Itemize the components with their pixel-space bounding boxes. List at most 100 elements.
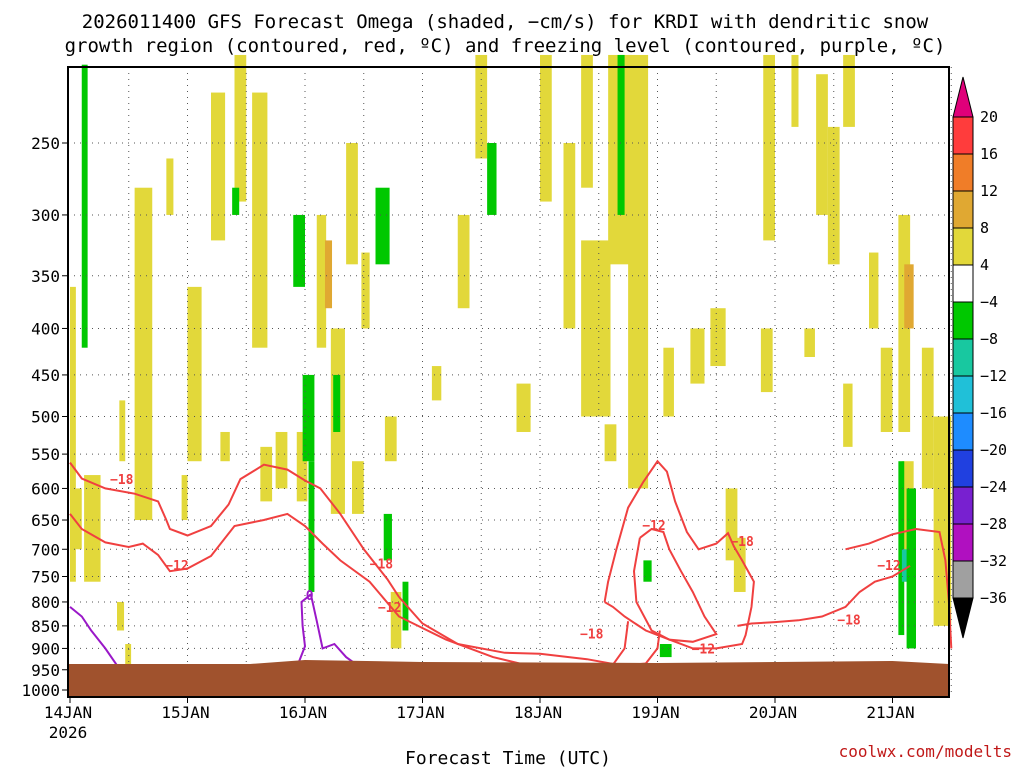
omega-shade-cell bbox=[232, 187, 240, 215]
omega-shade-cell bbox=[181, 475, 188, 521]
omega-shade-cell bbox=[827, 126, 840, 265]
colorbar-label: −4 bbox=[980, 293, 998, 311]
y-tick-label: 950 bbox=[31, 661, 60, 680]
y-tick-label: 600 bbox=[31, 479, 60, 498]
omega-shade-cell bbox=[880, 347, 893, 432]
dgz-contour-label: −18 bbox=[110, 473, 134, 488]
dgz-contour-label: −12 bbox=[692, 642, 715, 657]
x-tick-label: 20JAN bbox=[749, 703, 797, 722]
omega-shade-cell bbox=[628, 54, 649, 489]
colorbar-swatch bbox=[952, 301, 974, 340]
colorbar-label: 12 bbox=[980, 182, 998, 200]
colorbar-label: 4 bbox=[980, 256, 989, 274]
omega-shade-cell bbox=[296, 431, 308, 502]
colorbar-swatch bbox=[952, 153, 974, 192]
colorbar: 20 16 12 8 4 −4 −8 −12 −16 −20 −24 −28 −32 −36 bbox=[952, 76, 1007, 639]
dgz-contour-label: −12 bbox=[877, 559, 900, 574]
omega-shade-cell bbox=[73, 488, 82, 550]
omega-shade-cell bbox=[352, 461, 364, 514]
omega-shade-cell bbox=[563, 143, 576, 329]
y-axis: 250 300 350 400 450 500 550 600 650 700 750 800 850 9… bbox=[21, 134, 68, 700]
colorbar-swatch bbox=[952, 227, 974, 266]
dgz-contour-label: −12 bbox=[165, 559, 188, 574]
x-tick-label: 18JAN bbox=[514, 703, 562, 722]
omega-shade-cell bbox=[733, 537, 746, 592]
omega-shade-cell bbox=[581, 240, 611, 417]
dgz-contour-label: −12 bbox=[378, 601, 401, 616]
omega-shade-cell bbox=[384, 416, 397, 462]
credit-text: coolwx.com/modelts bbox=[839, 742, 1012, 761]
y-tick-label: 750 bbox=[31, 567, 60, 586]
omega-shade-cell bbox=[906, 488, 916, 649]
colorbar-label: 16 bbox=[980, 145, 998, 163]
omega-shade-cell bbox=[166, 158, 174, 215]
omega-shade-cell bbox=[187, 286, 202, 462]
omega-shade-cell bbox=[346, 143, 358, 265]
omega-shade-cell bbox=[402, 581, 409, 631]
y-tick-label: 400 bbox=[31, 319, 60, 338]
ground-surface bbox=[68, 660, 949, 697]
dgz-contour-label: −12 bbox=[642, 519, 665, 534]
contours: −18 −12 −18 −12 −18 −12 −18 −12 −18 −12 0 bbox=[69, 459, 953, 677]
omega-shade-cell bbox=[710, 308, 726, 367]
omega-shade-cell bbox=[643, 560, 652, 582]
colorbar-label: 8 bbox=[980, 219, 989, 237]
colorbar-bottom-arrow bbox=[952, 597, 974, 639]
omega-shade-cell bbox=[333, 374, 341, 432]
omega-shade-cell bbox=[869, 252, 879, 329]
omega-shade-cell bbox=[690, 328, 705, 384]
colorbar-swatch bbox=[952, 264, 974, 303]
omega-shade-cell bbox=[234, 54, 247, 202]
omega-shade-cell bbox=[604, 424, 617, 462]
omega-shade-cell bbox=[293, 214, 305, 287]
omega-shade-cell bbox=[904, 264, 914, 329]
omega-shade-cell bbox=[260, 446, 273, 502]
omega-shade-cell bbox=[516, 383, 531, 432]
y-tick-label: 700 bbox=[31, 540, 60, 559]
colorbar-label: −28 bbox=[980, 515, 1007, 533]
y-tick-label: 300 bbox=[31, 206, 60, 225]
omega-shade-cell bbox=[763, 54, 775, 241]
omega-shade-cell bbox=[308, 461, 315, 592]
y-tick-label: 850 bbox=[31, 617, 60, 636]
colorbar-swatch bbox=[952, 412, 974, 451]
omega-shade-cell bbox=[390, 591, 402, 649]
colorbar-label: −16 bbox=[980, 404, 1007, 422]
colorbar-label: −32 bbox=[980, 552, 1007, 570]
colorbar-swatch bbox=[952, 338, 974, 377]
omega-shade-cell bbox=[220, 431, 230, 462]
omega-shade-cell bbox=[324, 240, 333, 309]
x-tick-label: 14JAN bbox=[44, 703, 92, 722]
dgz-contour-label: −18 bbox=[580, 628, 604, 643]
omega-shade-cell bbox=[581, 54, 593, 188]
omega-shading bbox=[70, 54, 952, 670]
omega-shade-cell bbox=[760, 328, 773, 393]
omega-shade-cell bbox=[843, 54, 855, 127]
omega-shade-cell bbox=[117, 601, 125, 631]
x-tick-label: 17JAN bbox=[396, 703, 444, 722]
y-tick-label: 450 bbox=[31, 366, 60, 385]
dgz-contour-label: −18 bbox=[837, 614, 861, 629]
dgz-contour-line bbox=[737, 564, 911, 627]
omega-shade-cell bbox=[134, 187, 153, 521]
chart-title-line-2: growth region (contoured, red, ºC) and f… bbox=[65, 35, 946, 57]
freezing-contour-label: 0 bbox=[306, 589, 314, 604]
colorbar-swatch bbox=[952, 116, 974, 155]
y-tick-label: 550 bbox=[31, 445, 60, 464]
omega-shade-cell bbox=[921, 347, 934, 489]
omega-shade-cell bbox=[431, 366, 442, 401]
colorbar-label: −24 bbox=[980, 478, 1007, 496]
colorbar-swatch bbox=[952, 375, 974, 414]
omega-shade-cell bbox=[84, 475, 101, 582]
omega-shade-cell bbox=[725, 488, 738, 561]
colorbar-label: −20 bbox=[980, 441, 1007, 459]
colorbar-swatch bbox=[952, 486, 974, 525]
omega-shade-cell bbox=[81, 64, 88, 348]
dgz-contour-line bbox=[632, 527, 718, 643]
omega-shade-cell bbox=[487, 143, 497, 215]
colorbar-swatch bbox=[952, 523, 974, 562]
colorbar-swatch bbox=[952, 449, 974, 488]
chart-title-line-1: 2026011400 GFS Forecast Omega (shaded, −… bbox=[82, 11, 929, 33]
